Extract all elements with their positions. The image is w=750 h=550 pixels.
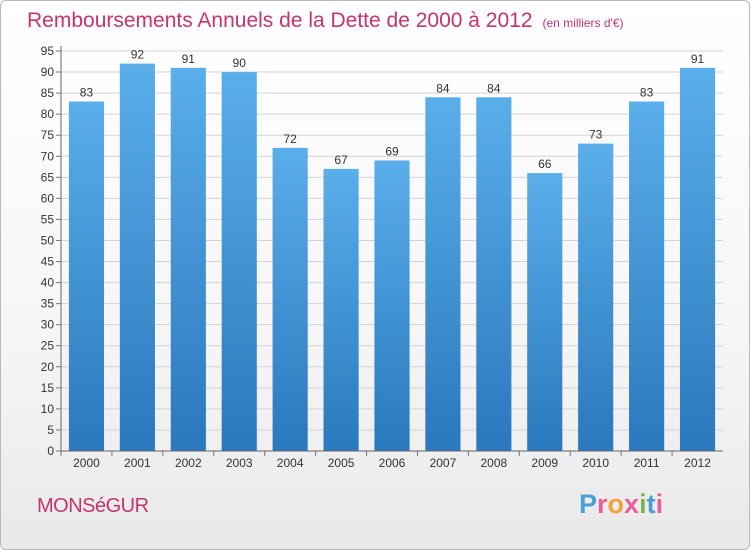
y-tick-label: 5 <box>47 423 54 437</box>
data-label-2005: 67 <box>334 153 348 167</box>
bar-2011 <box>629 101 665 452</box>
y-tick-label: 30 <box>41 318 55 332</box>
bar-2000 <box>68 101 105 452</box>
chart-title: Remboursements Annuels de la Dette de 20… <box>27 9 624 33</box>
logo-letter: o <box>607 489 625 519</box>
bar-2007 <box>425 97 461 451</box>
y-tick-label: 70 <box>41 149 55 163</box>
data-label-2012: 91 <box>691 52 705 66</box>
x-tick-label-2003: 2003 <box>226 456 253 470</box>
data-label-2006: 69 <box>385 144 399 158</box>
data-label-2000: 83 <box>80 86 94 100</box>
y-tick-label: 95 <box>41 44 55 58</box>
y-tick-label: 25 <box>41 339 55 353</box>
bar-2006 <box>374 160 410 451</box>
x-tick-label-2002: 2002 <box>175 456 202 470</box>
x-tick-label-2004: 2004 <box>277 456 304 470</box>
x-tick-label-2006: 2006 <box>379 456 406 470</box>
y-tick-label: 65 <box>41 170 55 184</box>
bar-2004 <box>272 147 308 451</box>
logo-letter: t <box>646 489 656 519</box>
x-tick-label-2007: 2007 <box>430 456 457 470</box>
x-tick-label-2001: 2001 <box>124 456 151 470</box>
data-label-2010: 73 <box>589 128 603 142</box>
y-tick-label: 35 <box>41 297 55 311</box>
proxiti-logo: Proxiti <box>579 489 663 520</box>
y-tick-label: 90 <box>41 65 55 79</box>
logo-letter: P <box>579 489 598 519</box>
data-label-2008: 84 <box>487 81 501 95</box>
y-tick-label: 60 <box>41 191 55 205</box>
logo-letter: i <box>639 489 647 519</box>
bar-2012 <box>679 67 716 451</box>
y-tick-label: 50 <box>41 233 55 247</box>
y-tick-label: 15 <box>41 381 55 395</box>
bar-2005 <box>323 168 359 452</box>
data-label-2009: 66 <box>538 157 552 171</box>
y-tick-label: 45 <box>41 255 55 269</box>
data-label-2001: 92 <box>131 48 145 62</box>
city-name: MONSéGUR <box>37 495 149 517</box>
y-tick-label: 40 <box>41 276 55 290</box>
bar-2001 <box>119 63 155 451</box>
y-tick-label: 85 <box>41 86 55 100</box>
y-tick-label: 75 <box>41 128 55 142</box>
y-tick-label: 10 <box>41 402 55 416</box>
data-label-2003: 90 <box>233 56 247 70</box>
x-tick-label-2011: 2011 <box>634 456 660 470</box>
y-tick-label: 55 <box>41 212 55 226</box>
x-tick-label-2005: 2005 <box>328 456 355 470</box>
x-tick-label-2000: 2000 <box>73 456 100 470</box>
data-label-2002: 91 <box>182 52 196 66</box>
y-tick-label: 20 <box>41 360 55 374</box>
chart-subtitle: (en milliers d'€) <box>542 16 624 30</box>
bar-2010 <box>578 143 614 451</box>
data-label-2007: 84 <box>436 81 450 95</box>
logo-letter: x <box>624 489 640 519</box>
x-tick-label-2012: 2012 <box>684 456 711 470</box>
y-tick-label: 0 <box>47 444 54 458</box>
bar-2002 <box>170 67 206 451</box>
data-label-2004: 72 <box>283 132 297 146</box>
x-tick-label-2010: 2010 <box>582 456 609 470</box>
bar-2003 <box>221 72 257 451</box>
y-tick-label: 80 <box>41 107 55 121</box>
x-tick-label-2009: 2009 <box>531 456 558 470</box>
logo-letter: i <box>655 489 664 519</box>
logo-letter: r <box>597 489 608 519</box>
bar-2009 <box>527 173 563 451</box>
bar-2008 <box>476 97 512 451</box>
bars: 83 92 91 90 72 67 69 84 84 66 73 83 91 <box>68 48 716 452</box>
data-label-2011: 83 <box>640 86 654 100</box>
axes: 0 5 10 15 20 25 30 35 40 45 50 55 60 65 70 75 80 85 90 95 20… <box>41 44 723 470</box>
chart-title-text: Remboursements Annuels de la Dette de 20… <box>27 9 533 32</box>
x-tick-label-2008: 2008 <box>480 456 507 470</box>
